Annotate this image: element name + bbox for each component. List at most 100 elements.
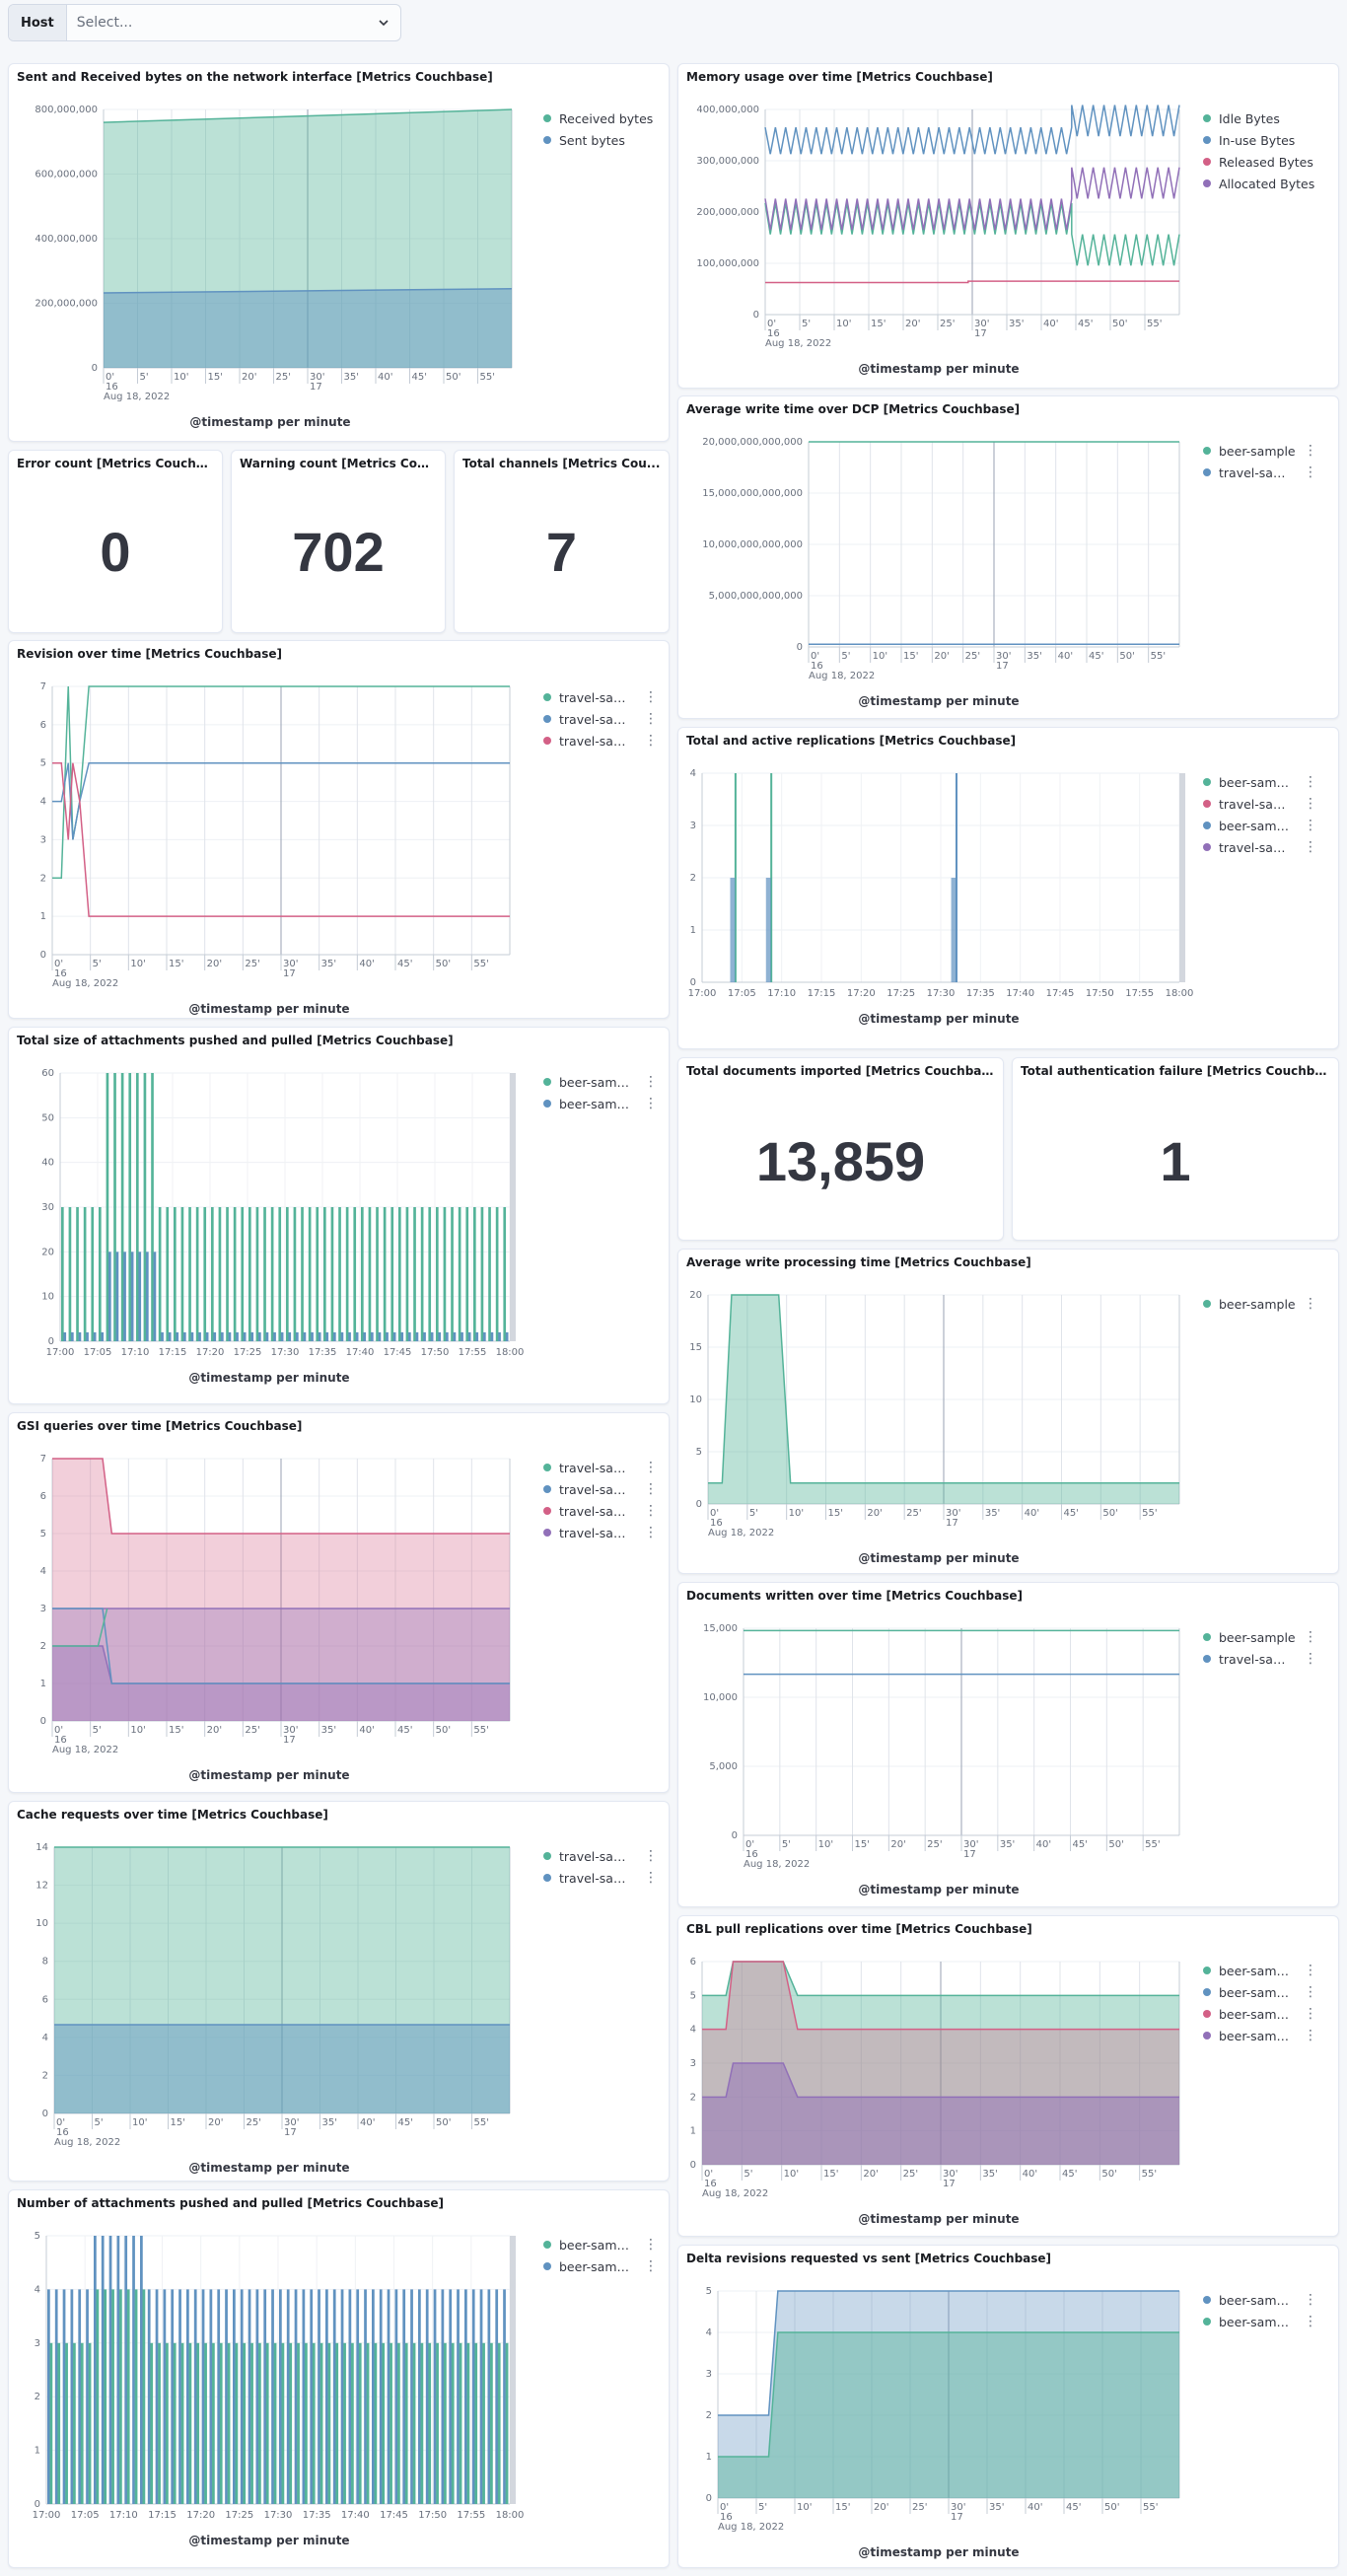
legend-item[interactable]: travel-samp... ⋮	[543, 1457, 658, 1478]
legend-item[interactable]: Sent bytes	[543, 129, 653, 151]
legend-item[interactable]: beer-sampl... ⋮	[543, 2255, 658, 2277]
bar	[446, 1331, 449, 1341]
legend-actions-icon[interactable]: ⋮	[1304, 2292, 1317, 2308]
x-tick-label: 5'	[758, 2502, 767, 2513]
x-tick-label: 10'	[174, 372, 188, 383]
legend-actions-icon[interactable]: ⋮	[644, 1870, 658, 1886]
legend-color-dot	[1203, 468, 1211, 476]
legend-item[interactable]: travel-samp... ⋮	[1203, 793, 1317, 815]
legend-item[interactable]: beer-sampl... ⋮	[1203, 2025, 1317, 2046]
bar	[142, 2289, 146, 2504]
legend-actions-icon[interactable]: ⋮	[1304, 818, 1317, 833]
legend-item[interactable]: beer-sampl... ⋮	[543, 1093, 658, 1114]
legend-item[interactable]: travel-sample ⋮	[1203, 462, 1317, 483]
legend-actions-icon[interactable]: ⋮	[644, 1096, 658, 1111]
x-tick-label: 10'	[130, 959, 145, 969]
legend-item[interactable]: In-use Bytes	[1203, 129, 1314, 151]
legend-actions-icon[interactable]: ⋮	[1304, 796, 1317, 812]
legend-item[interactable]: travel-samp... ⋮	[543, 1867, 658, 1889]
bar	[71, 1331, 74, 1341]
host-select[interactable]: Select...	[76, 15, 133, 31]
legend-item[interactable]: beer-sampl... ⋮	[543, 2234, 658, 2255]
legend-item[interactable]: beer-sample ⋮	[1203, 1293, 1317, 1315]
legend-actions-icon[interactable]: ⋮	[1304, 774, 1317, 790]
legend-item[interactable]: beer-sampl... ⋮	[1203, 1981, 1317, 2003]
legend-actions-icon[interactable]: ⋮	[1304, 1963, 1317, 1978]
legend-item[interactable]: beer-sampl... ⋮	[543, 1071, 658, 1093]
legend-actions-icon[interactable]: ⋮	[644, 1848, 658, 1864]
host-filter[interactable]: Host Select...	[8, 4, 401, 41]
legend-item[interactable]: travel-samp... ⋮	[543, 1845, 658, 1867]
legend-item[interactable]: travel-samp... ⋮	[543, 686, 658, 708]
legend-actions-icon[interactable]: ⋮	[644, 1460, 658, 1475]
legend-actions-icon[interactable]: ⋮	[644, 1481, 658, 1497]
bar	[205, 1331, 209, 1341]
legend-actions-icon[interactable]: ⋮	[1304, 1629, 1317, 1645]
y-tick-label: 2	[690, 873, 696, 884]
y-tick-label: 1	[40, 911, 46, 922]
revision-3-line	[52, 761, 510, 917]
legend-actions-icon[interactable]: ⋮	[644, 711, 658, 727]
bar	[63, 1331, 67, 1341]
legend-item[interactable]: travel-samp... ⋮	[543, 730, 658, 751]
legend-color-dot	[1203, 179, 1211, 187]
legend-actions-icon[interactable]: ⋮	[644, 2237, 658, 2253]
legend-actions-icon[interactable]: ⋮	[1304, 443, 1317, 459]
legend-actions-icon[interactable]: ⋮	[644, 1074, 658, 1090]
legend-item[interactable]: beer-sampl... ⋮	[1203, 771, 1317, 793]
legend-item[interactable]: travel-samp... ⋮	[1203, 836, 1317, 858]
legend-actions-icon[interactable]: ⋮	[644, 1503, 658, 1519]
legend-actions-icon[interactable]: ⋮	[1304, 1651, 1317, 1667]
chevron-down-icon[interactable]	[367, 16, 400, 30]
legend-item[interactable]: beer-sampl... ⋮	[1203, 2289, 1317, 2311]
bar	[104, 2289, 107, 2504]
legend-actions-icon[interactable]: ⋮	[1304, 2314, 1317, 2329]
legend-label: travel-samp...	[559, 689, 636, 705]
legend-item[interactable]: beer-sampl... ⋮	[1203, 2003, 1317, 2025]
legend-item[interactable]: Allocated Bytes	[1203, 173, 1314, 194]
legend-actions-icon[interactable]: ⋮	[1304, 1984, 1317, 2000]
x-tick-label: 20'	[242, 372, 256, 383]
y-tick-label: 30	[41, 1202, 54, 1213]
legend-item[interactable]: beer-sampl... ⋮	[1203, 815, 1317, 836]
legend-item[interactable]: travel-sample ⋮	[1203, 1648, 1317, 1670]
received-bytes-line	[103, 108, 513, 123]
bar	[302, 2289, 306, 2504]
x-hour-label: 16	[106, 382, 118, 393]
x-tick-label: 20'	[207, 959, 222, 969]
bar	[390, 1207, 394, 1341]
legend-item[interactable]: travel-samp... ⋮	[543, 1500, 658, 1522]
legend-item[interactable]: Released Bytes	[1203, 151, 1314, 173]
x-tick-label: 17:35	[966, 988, 995, 999]
x-tick-label: 17:50	[418, 2510, 447, 2521]
legend-item[interactable]: travel-samp... ⋮	[543, 1522, 658, 1543]
legend-item[interactable]: travel-samp... ⋮	[543, 1478, 658, 1500]
x-tick-label: 15'	[169, 959, 183, 969]
legend-item[interactable]: Idle Bytes	[1203, 107, 1314, 129]
legend-item[interactable]: beer-sampl... ⋮	[1203, 2311, 1317, 2332]
legend-actions-icon[interactable]: ⋮	[1304, 839, 1317, 855]
bar	[54, 2289, 58, 2504]
legend-actions-icon[interactable]: ⋮	[1304, 2006, 1317, 2022]
legend-actions-icon[interactable]: ⋮	[644, 733, 658, 749]
legend-actions-icon[interactable]: ⋮	[1304, 465, 1317, 480]
legend-item[interactable]: beer-sample ⋮	[1203, 1626, 1317, 1648]
legend-item[interactable]: beer-sample ⋮	[1203, 440, 1317, 462]
released-bytes-line	[765, 280, 1179, 284]
legend-actions-icon[interactable]: ⋮	[1304, 1296, 1317, 1312]
x-tick-label: 17:15	[148, 2510, 177, 2521]
legend-item[interactable]: beer-sampl... ⋮	[1203, 1960, 1317, 1981]
legend-actions-icon[interactable]: ⋮	[644, 2258, 658, 2274]
legend-actions-icon[interactable]: ⋮	[644, 689, 658, 705]
legend-actions-icon[interactable]: ⋮	[644, 1525, 658, 1540]
bar	[221, 1331, 224, 1341]
legend-actions-icon[interactable]: ⋮	[1304, 2028, 1317, 2043]
cbl-purple-line	[702, 2062, 1179, 2099]
bar	[356, 2289, 360, 2504]
legend-item[interactable]: travel-samp... ⋮	[543, 708, 658, 730]
chart-legend: beer-sampl... ⋮ beer-sampl... ⋮ beer-sampl..…	[1203, 1960, 1317, 2046]
x-hour-label: 16	[745, 1849, 758, 1860]
legend-item[interactable]: Received bytes	[543, 107, 653, 129]
x-tick-label: 30'	[974, 319, 989, 329]
bar	[183, 1331, 186, 1341]
